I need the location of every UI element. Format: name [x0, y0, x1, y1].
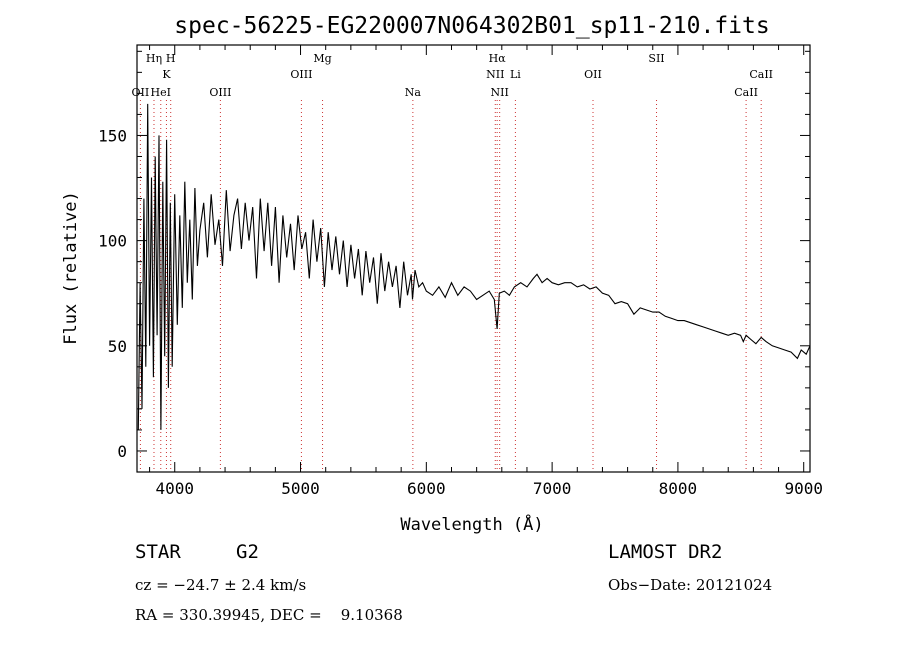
y-tick-label-0: 0 — [117, 442, 127, 461]
line-marker-label-2: HeI — [151, 86, 171, 99]
x-tick-label-4000: 4000 — [155, 479, 194, 498]
coordinates: RA = 330.39945, DEC = 9.10368 — [135, 606, 403, 624]
y-tick-label-100: 100 — [98, 232, 127, 251]
line-marker-label-15: SII — [648, 52, 664, 65]
x-axis-label: Wavelength (Å) — [400, 513, 543, 535]
redshift-cz: cz = −24.7 ± 2.4 km/s — [135, 576, 307, 594]
line-marker-label-5: OIII — [209, 86, 231, 99]
line-marker-label-17: CaII — [749, 68, 773, 81]
line-marker-label-4: H — [166, 52, 176, 65]
line-marker-label-7: Mg — [313, 52, 331, 65]
line-marker-label-0: OII — [132, 86, 150, 99]
y-tick-label-150: 150 — [98, 126, 127, 145]
x-tick-label-7000: 7000 — [533, 479, 572, 498]
line-marker-label-6: OIII — [290, 68, 312, 81]
line-marker-label-1: Hη — [146, 52, 162, 65]
flux-series-0 — [137, 103, 811, 430]
line-marker-label-12: Li — [510, 68, 521, 81]
x-tick-label-9000: 9000 — [784, 479, 823, 498]
line-marker-label-9: Hα — [489, 52, 507, 65]
line-marker-label-16: CaII — [734, 86, 758, 99]
line-marker-label-13: OII — [584, 68, 602, 81]
x-tick-label-8000: 8000 — [659, 479, 698, 498]
plot-frame — [136, 44, 811, 473]
plot-axes: 4000 5000 6000 7000 8000 9000 0 50 100 150 — [98, 44, 823, 498]
line-marker-label-8: Na — [405, 86, 422, 99]
chart-title: spec-56225-EG220007N064302B01_sp11-210.f… — [174, 13, 769, 39]
object-class-label: STAR — [135, 541, 181, 563]
y-tick-label-50: 50 — [108, 337, 127, 356]
object-subclass: G2 — [236, 541, 259, 563]
x-tick-label-5000: 5000 — [281, 479, 320, 498]
line-marker-label-10: NII — [486, 68, 504, 81]
spectrum-series — [137, 103, 811, 430]
x-tick-label-6000: 6000 — [407, 479, 446, 498]
y-axis-label: Flux (relative) — [61, 191, 81, 345]
survey-label: LAMOST DR2 — [608, 541, 723, 563]
line-marker-label-3: K — [162, 68, 171, 81]
observation-date: Obs−Date: 20121024 — [608, 576, 773, 594]
line-marker-label-11: NII — [491, 86, 509, 99]
